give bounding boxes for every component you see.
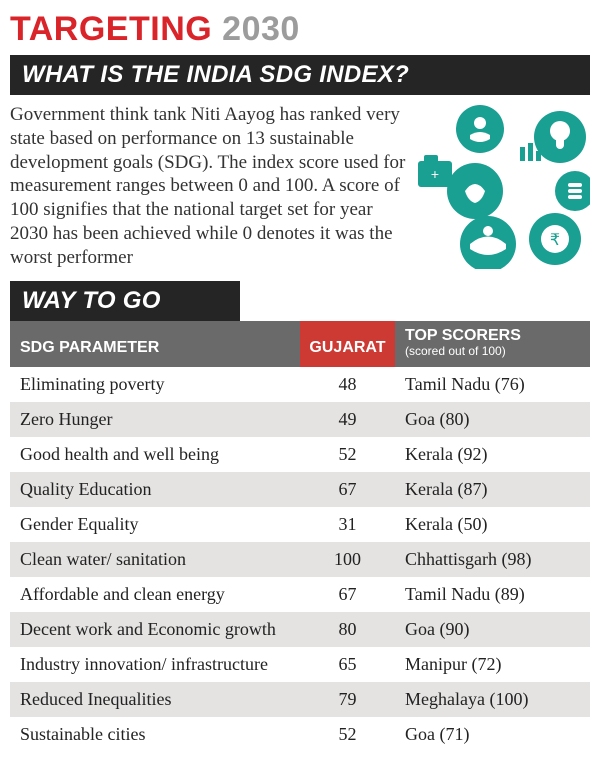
svg-text:+: + <box>431 166 439 182</box>
cell-gujarat-score: 67 <box>300 577 395 612</box>
table-row: Clean water/ sanitation100Chhattisgarh (… <box>10 542 590 577</box>
title-word-gray: 2030 <box>222 10 300 48</box>
table-row: Industry innovation/ infrastructure65Man… <box>10 647 590 682</box>
cell-gujarat-score: 52 <box>300 437 395 472</box>
table-header-row: SDG PARAMETER GUJARAT TOP SCORERS (score… <box>10 321 590 367</box>
cell-top-scorer: Chhattisgarh (98) <box>395 542 590 577</box>
table-row: Eliminating poverty48Tamil Nadu (76) <box>10 367 590 402</box>
header-top-scorers: TOP SCORERS (scored out of 100) <box>395 321 590 367</box>
cell-gujarat-score: 52 <box>300 717 395 752</box>
cell-top-scorer: Goa (90) <box>395 612 590 647</box>
table-row: Reduced Inequalities79Meghalaya (100) <box>10 682 590 717</box>
cell-parameter: Quality Education <box>10 472 300 507</box>
table-row: Zero Hunger49Goa (80) <box>10 402 590 437</box>
cell-top-scorer: Goa (80) <box>395 402 590 437</box>
cell-gujarat-score: 65 <box>300 647 395 682</box>
header-gujarat: GUJARAT <box>300 321 395 367</box>
main-title: TARGETING 2030 <box>10 8 590 55</box>
header-sdg-parameter: SDG PARAMETER <box>10 321 300 367</box>
cell-gujarat-score: 80 <box>300 612 395 647</box>
table-row: Gender Equality31Kerala (50) <box>10 507 590 542</box>
cell-parameter: Sustainable cities <box>10 717 300 752</box>
cell-top-scorer: Goa (71) <box>395 717 590 752</box>
cell-top-scorer: Meghalaya (100) <box>395 682 590 717</box>
cell-parameter: Decent work and Economic growth <box>10 612 300 647</box>
cell-top-scorer: Manipur (72) <box>395 647 590 682</box>
cell-top-scorer: Kerala (50) <box>395 507 590 542</box>
header-top-scorers-label: TOP SCORERS <box>405 327 582 345</box>
subhead-question: WHAT IS THE INDIA SDG INDEX? <box>10 55 590 95</box>
cell-parameter: Clean water/ sanitation <box>10 542 300 577</box>
table-row: Good health and well being52Kerala (92) <box>10 437 590 472</box>
cell-parameter: Gender Equality <box>10 507 300 542</box>
cell-parameter: Eliminating poverty <box>10 367 300 402</box>
intro-text: Government think tank Niti Aayog has ran… <box>10 103 410 269</box>
cell-parameter: Zero Hunger <box>10 402 300 437</box>
cell-top-scorer: Kerala (87) <box>395 472 590 507</box>
title-word-red: TARGETING <box>10 10 212 48</box>
intro-section: Government think tank Niti Aayog has ran… <box>10 95 590 281</box>
table-row: Quality Education67Kerala (87) <box>10 472 590 507</box>
cell-parameter: Affordable and clean energy <box>10 577 300 612</box>
svg-text:₹: ₹ <box>550 232 560 249</box>
table-body: Eliminating poverty48Tamil Nadu (76)Zero… <box>10 367 590 752</box>
cell-gujarat-score: 100 <box>300 542 395 577</box>
cell-gujarat-score: 79 <box>300 682 395 717</box>
cell-gujarat-score: 48 <box>300 367 395 402</box>
cell-parameter: Reduced Inequalities <box>10 682 300 717</box>
way-to-go-heading: WAY TO GO <box>10 281 240 321</box>
cell-gujarat-score: 49 <box>300 402 395 437</box>
cell-parameter: Industry innovation/ infrastructure <box>10 647 300 682</box>
cell-top-scorer: Kerala (92) <box>395 437 590 472</box>
cell-top-scorer: Tamil Nadu (89) <box>395 577 590 612</box>
cell-top-scorer: Tamil Nadu (76) <box>395 367 590 402</box>
table-row: Affordable and clean energy67Tamil Nadu … <box>10 577 590 612</box>
header-top-scorers-sub: (scored out of 100) <box>405 345 582 358</box>
sdg-illustration: ₹ + <box>410 99 590 269</box>
cell-gujarat-score: 67 <box>300 472 395 507</box>
table-row: Sustainable cities52Goa (71) <box>10 717 590 752</box>
infographic-container: TARGETING 2030 WHAT IS THE INDIA SDG IND… <box>0 0 600 760</box>
table-row: Decent work and Economic growth80Goa (90… <box>10 612 590 647</box>
cell-parameter: Good health and well being <box>10 437 300 472</box>
cell-gujarat-score: 31 <box>300 507 395 542</box>
